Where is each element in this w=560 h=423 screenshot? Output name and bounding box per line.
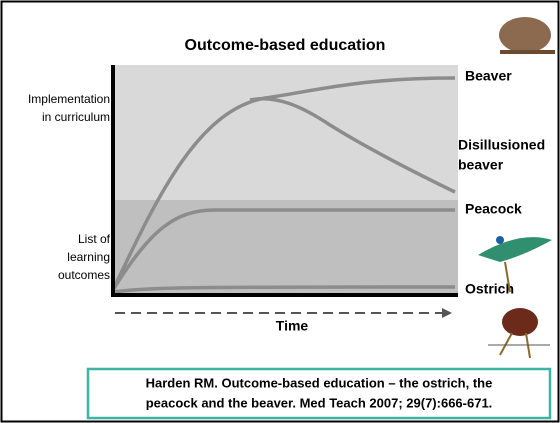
citation: peacock and the beaver. Med Teach 2007; …	[146, 395, 493, 410]
citation: Harden RM. Outcome-based education – the…	[146, 375, 493, 390]
title: Outcome-based education	[185, 37, 386, 54]
y-label-top: Implementation	[28, 92, 110, 106]
y-label-bottom: learning	[67, 250, 110, 264]
curve-label: beaver	[458, 157, 504, 173]
curve-label: Ostrich	[465, 281, 514, 297]
y-label-top: in curriculum	[42, 110, 110, 124]
x-label: Time	[276, 318, 309, 334]
curve-label: Beaver	[465, 68, 512, 84]
slide: Outcome-based education Time Implementat…	[0, 0, 560, 423]
y-label-bottom: outcomes	[58, 268, 110, 282]
curve-label: Disillusioned	[458, 137, 545, 153]
curve-label: Peacock	[465, 201, 522, 217]
y-label-bottom: List of	[78, 232, 111, 246]
lower-band	[113, 200, 458, 295]
